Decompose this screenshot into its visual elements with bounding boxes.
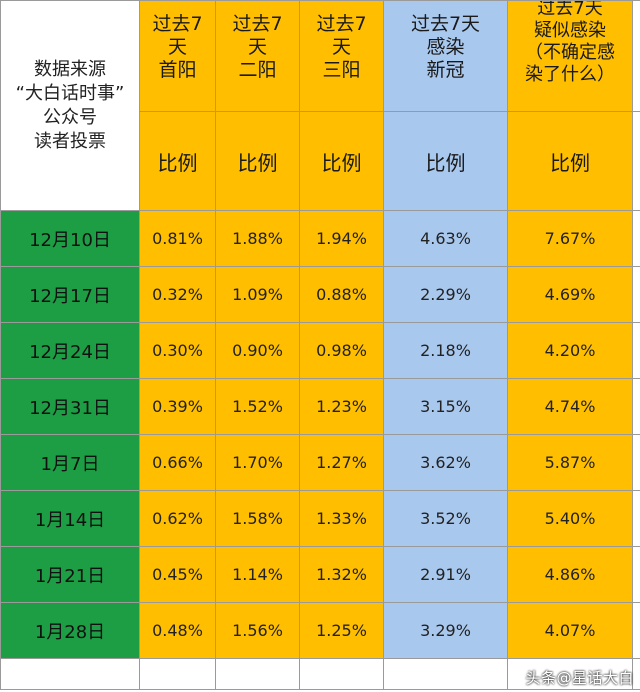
- covid-infected-cell: 3.29%: [383, 602, 508, 659]
- date-cell: 1月7日: [0, 434, 140, 491]
- blank-cell: [0, 658, 140, 690]
- second-positive-cell: 1.58%: [215, 490, 300, 547]
- table-row: 1月14日 0.62% 1.58% 1.33% 3.52% 5.40%: [0, 490, 640, 547]
- covid-infected-cell: 2.29%: [383, 266, 508, 323]
- covid-infected-cell: 4.63%: [383, 210, 508, 267]
- edge-cell: [632, 210, 640, 267]
- third-positive-cell: 1.25%: [299, 602, 384, 659]
- header-second-positive: 过去7 天 二阳: [215, 0, 300, 112]
- blank-cell: [139, 658, 216, 690]
- third-positive-cell: 1.23%: [299, 378, 384, 435]
- header-covid-infected: 过去7天 感染 新冠: [383, 0, 508, 112]
- blank-cell: [383, 658, 508, 690]
- first-positive-cell: 0.66%: [139, 434, 216, 491]
- third-positive-cell: 1.94%: [299, 210, 384, 267]
- second-positive-cell: 1.56%: [215, 602, 300, 659]
- header-first-positive: 过去7 天 首阳: [139, 0, 216, 112]
- edge-cell: [632, 434, 640, 491]
- edge-cell: [632, 378, 640, 435]
- covid-infected-cell: 3.15%: [383, 378, 508, 435]
- ratio-label: 比例: [383, 111, 508, 211]
- table-row: 12月24日 0.30% 0.90% 0.98% 2.18% 4.20%: [0, 322, 640, 379]
- edge-cell: [632, 490, 640, 547]
- table-row: 1月28日 0.48% 1.56% 1.25% 3.29% 4.07%: [0, 602, 640, 659]
- edge-cell: [632, 111, 640, 211]
- table-row: 1月21日 0.45% 1.14% 1.32% 2.91% 4.86%: [0, 546, 640, 603]
- date-cell: 12月17日: [0, 266, 140, 323]
- date-cell: 12月31日: [0, 378, 140, 435]
- suspected-infection-cell: 4.07%: [507, 602, 633, 659]
- table-row: 1月7日 0.66% 1.70% 1.27% 3.62% 5.87%: [0, 434, 640, 491]
- covid-infected-cell: 3.52%: [383, 490, 508, 547]
- third-positive-cell: 1.32%: [299, 546, 384, 603]
- table-row: 12月10日 0.81% 1.88% 1.94% 4.63% 7.67%: [0, 210, 640, 267]
- suspected-infection-cell: 5.40%: [507, 490, 633, 547]
- second-positive-cell: 1.70%: [215, 434, 300, 491]
- suspected-infection-cell: 5.87%: [507, 434, 633, 491]
- suspected-infection-cell: 4.69%: [507, 266, 633, 323]
- third-positive-cell: 1.27%: [299, 434, 384, 491]
- header-row: 数据来源 “大白话时事” 公众号 读者投票 过去7 天 首阳 过去7 天 二阳 …: [0, 0, 640, 211]
- blank-cell: [215, 658, 300, 690]
- first-positive-cell: 0.48%: [139, 602, 216, 659]
- covid-infected-cell: 3.62%: [383, 434, 508, 491]
- ratio-label: 比例: [299, 111, 384, 211]
- covid-infected-cell: 2.91%: [383, 546, 508, 603]
- edge-cell: [632, 0, 640, 112]
- ratio-label: 比例: [215, 111, 300, 211]
- second-positive-cell: 1.09%: [215, 266, 300, 323]
- second-positive-cell: 1.88%: [215, 210, 300, 267]
- date-cell: 12月24日: [0, 322, 140, 379]
- suspected-infection-cell: 4.86%: [507, 546, 633, 603]
- suspected-infection-cell: 4.20%: [507, 322, 633, 379]
- first-positive-cell: 0.45%: [139, 546, 216, 603]
- suspected-infection-cell: 4.74%: [507, 378, 633, 435]
- ratio-label: 比例: [507, 111, 633, 211]
- second-positive-cell: 0.90%: [215, 322, 300, 379]
- source-note: 数据来源 “大白话时事” 公众号 读者投票: [15, 58, 125, 152]
- first-positive-cell: 0.30%: [139, 322, 216, 379]
- covid-infected-cell: 2.18%: [383, 322, 508, 379]
- ratio-label: 比例: [139, 111, 216, 211]
- date-cell: 1月21日: [0, 546, 140, 603]
- blank-cell: [299, 658, 384, 690]
- date-cell: 1月28日: [0, 602, 140, 659]
- first-positive-cell: 0.62%: [139, 490, 216, 547]
- edge-cell: [632, 322, 640, 379]
- ratio-row: 比例 比例 比例 比例 比例: [1, 111, 640, 211]
- third-positive-cell: 0.88%: [299, 266, 384, 323]
- third-positive-cell: 0.98%: [299, 322, 384, 379]
- blank-row: [0, 658, 640, 690]
- table-row: 12月17日 0.32% 1.09% 0.88% 2.29% 4.69%: [0, 266, 640, 323]
- suspected-infection-cell: 7.67%: [507, 210, 633, 267]
- first-positive-cell: 0.39%: [139, 378, 216, 435]
- second-positive-cell: 1.52%: [215, 378, 300, 435]
- source-note-cell: 数据来源 “大白话时事” 公众号 读者投票: [0, 0, 140, 211]
- edge-cell: [632, 546, 640, 603]
- header-third-positive: 过去7 天 三阳: [299, 0, 384, 112]
- blank-cell: [507, 658, 633, 690]
- third-positive-cell: 1.33%: [299, 490, 384, 547]
- edge-cell: [632, 602, 640, 659]
- header-suspected-infection: 过去7天 疑似感染 （不确定感 染了什么）: [507, 0, 633, 112]
- edge-cell: [632, 266, 640, 323]
- first-positive-cell: 0.32%: [139, 266, 216, 323]
- second-positive-cell: 1.14%: [215, 546, 300, 603]
- date-cell: 12月10日: [0, 210, 140, 267]
- table-row: 12月31日 0.39% 1.52% 1.23% 3.15% 4.74%: [0, 378, 640, 435]
- watermark: 头条@星话大白: [525, 669, 634, 687]
- first-positive-cell: 0.81%: [139, 210, 216, 267]
- date-cell: 1月14日: [0, 490, 140, 547]
